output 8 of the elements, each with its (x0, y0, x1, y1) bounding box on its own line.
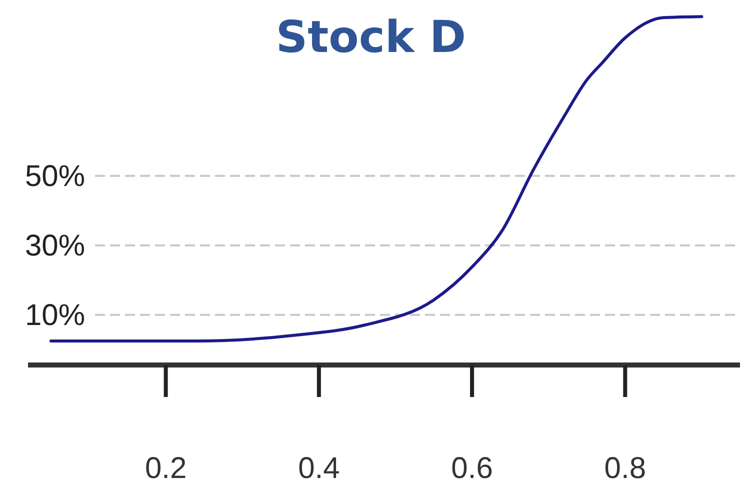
x-tick-label: 0.8 (604, 452, 646, 485)
x-tick-label: 0.6 (451, 452, 493, 485)
y-tick-label: 50% (24, 160, 86, 193)
chart-title: Stock D (276, 12, 466, 63)
y-tick-label: 30% (24, 229, 86, 262)
x-tick-label: 0.4 (298, 452, 340, 485)
y-tick-label: 10% (24, 298, 86, 332)
x-tick-label: 0.2 (144, 452, 187, 485)
